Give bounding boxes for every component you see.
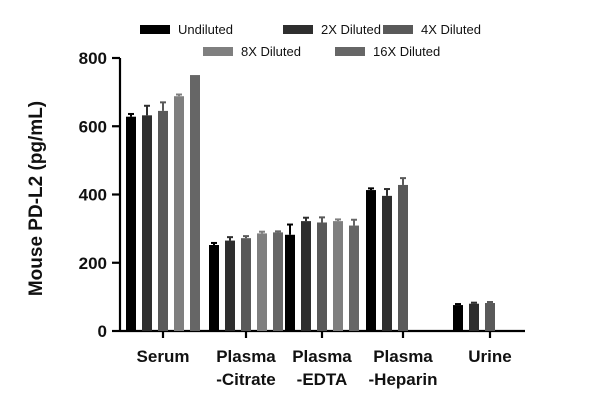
legend-label: 4X Diluted bbox=[421, 22, 481, 37]
legend-swatch bbox=[383, 25, 413, 34]
bar bbox=[209, 245, 219, 331]
x-tick-label: Serum bbox=[137, 347, 190, 366]
y-tick-label: 400 bbox=[79, 186, 107, 205]
x-tick-label: -EDTA bbox=[297, 370, 348, 389]
bar bbox=[333, 221, 343, 331]
bar bbox=[366, 190, 376, 331]
legend-label: 16X Diluted bbox=[373, 44, 440, 59]
y-tick-label: 200 bbox=[79, 254, 107, 273]
bar bbox=[257, 233, 267, 331]
y-tick-label: 0 bbox=[98, 322, 107, 341]
bar bbox=[241, 238, 251, 331]
bar bbox=[190, 75, 200, 331]
bar bbox=[225, 240, 235, 331]
bar bbox=[398, 184, 408, 331]
bar bbox=[158, 110, 168, 331]
x-tick-label: Urine bbox=[468, 347, 511, 366]
bar bbox=[469, 303, 479, 331]
y-tick-label: 600 bbox=[79, 117, 107, 136]
bar bbox=[273, 232, 283, 331]
x-tick-label: -Citrate bbox=[216, 370, 276, 389]
bar bbox=[453, 305, 463, 331]
legend-swatch bbox=[203, 47, 233, 56]
legend-label: 2X Diluted bbox=[321, 22, 381, 37]
legend-swatch bbox=[335, 47, 365, 56]
legend-swatch bbox=[140, 25, 170, 34]
legend-label: Undiluted bbox=[178, 22, 233, 37]
legend-label: 8X Diluted bbox=[241, 44, 301, 59]
bar bbox=[349, 225, 359, 331]
bar bbox=[301, 221, 311, 331]
bar bbox=[126, 116, 136, 331]
y-tick-label: 800 bbox=[79, 49, 107, 68]
x-tick-label: -Heparin bbox=[369, 370, 438, 389]
bar bbox=[317, 222, 327, 331]
bar bbox=[485, 303, 495, 331]
bar bbox=[382, 195, 392, 331]
x-tick-label: Plasma bbox=[216, 347, 276, 366]
bar bbox=[174, 96, 184, 331]
y-axis-title: Mouse PD-L2 (pg/mL) bbox=[26, 101, 47, 296]
bar bbox=[285, 234, 295, 331]
bar bbox=[142, 115, 152, 331]
x-tick-label: Plasma bbox=[373, 347, 433, 366]
x-tick-label: Plasma bbox=[292, 347, 352, 366]
legend-swatch bbox=[283, 25, 313, 34]
